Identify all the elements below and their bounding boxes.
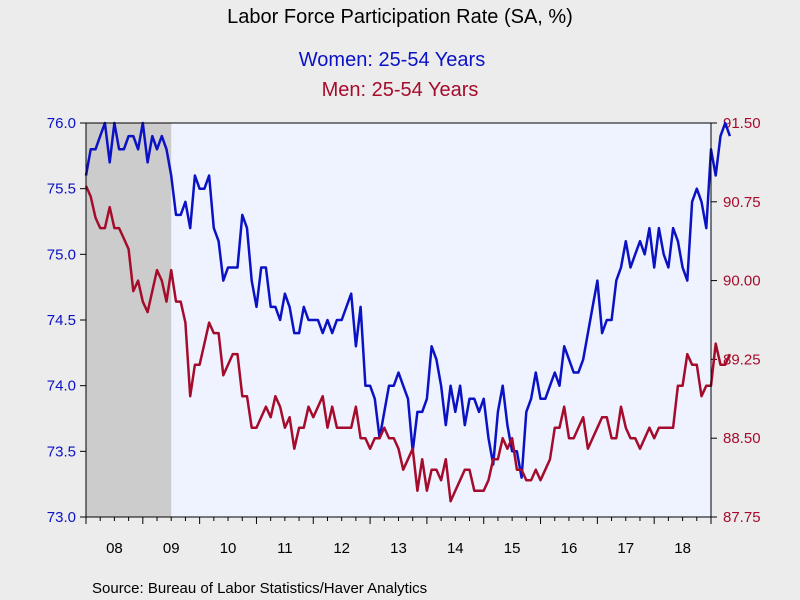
right-tick-label: 87.75 xyxy=(723,509,761,526)
x-tick-label: 18 xyxy=(674,540,691,557)
x-tick-label: 15 xyxy=(504,540,521,557)
left-tick-label: 73.0 xyxy=(47,509,76,526)
x-tick-label: 13 xyxy=(390,540,407,557)
source-note: Source: Bureau of Labor Statistics/Haver… xyxy=(92,580,427,597)
chart-title: Labor Force Participation Rate (SA, %) xyxy=(227,6,573,28)
right-tick-label: 88.50 xyxy=(723,430,761,447)
right-tick-label: 91.50 xyxy=(723,115,761,132)
plot-area xyxy=(86,123,711,517)
right-tick-label: 89.25 xyxy=(723,351,761,368)
x-tick-label: 09 xyxy=(163,540,180,557)
recession-shade xyxy=(86,123,172,517)
left-tick-label: 76.0 xyxy=(47,115,76,132)
legend-women: Women: 25-54 Years xyxy=(299,49,485,71)
x-tick-label: 17 xyxy=(617,540,634,557)
right-tick-label: 90.75 xyxy=(723,194,761,211)
x-tick-label: 08 xyxy=(106,540,123,557)
left-tick-label: 73.5 xyxy=(47,443,76,460)
series-line-women xyxy=(84,121,732,479)
x-tick-label: 10 xyxy=(220,540,237,557)
left-tick-label: 74.0 xyxy=(47,378,76,395)
right-tick-label: 90.00 xyxy=(723,273,761,290)
x-tick-label: 16 xyxy=(561,540,578,557)
plot-frame xyxy=(85,122,712,518)
x-tick-label: 14 xyxy=(447,540,464,557)
legend-men: Men: 25-54 Years xyxy=(322,79,479,101)
x-tick-label: 11 xyxy=(277,540,293,557)
x-tick-label: 12 xyxy=(333,540,350,557)
left-tick-label: 75.0 xyxy=(47,246,76,263)
series-line-men xyxy=(84,185,732,503)
left-tick-label: 75.5 xyxy=(47,181,76,198)
left-tick-label: 74.5 xyxy=(47,312,76,329)
